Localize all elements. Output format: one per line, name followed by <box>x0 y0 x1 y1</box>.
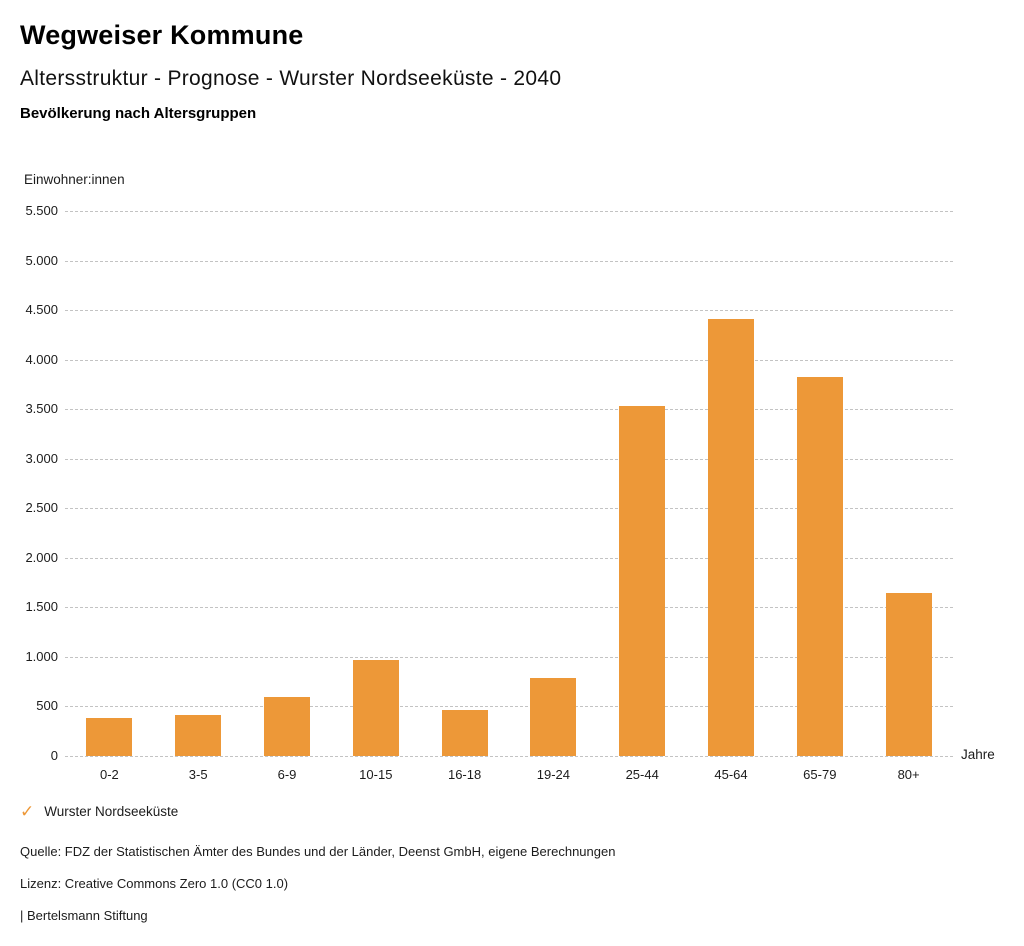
x-tick-label: 10-15 <box>359 767 393 782</box>
bar-19-24[interactable] <box>530 677 577 756</box>
y-tick-label: 3.000 <box>25 450 58 466</box>
gridline <box>65 458 953 460</box>
footer: Quelle: FDZ der Statistischen Ämter des … <box>20 844 1000 940</box>
y-axis-title: Einwohner:innen <box>24 172 125 187</box>
x-axis-title: Jahre <box>961 747 995 762</box>
x-tick-label: 0-2 <box>99 767 119 782</box>
legend-label: Wurster Nordseeküste <box>44 804 179 819</box>
y-tick-label: 500 <box>36 698 58 714</box>
bar-65-79[interactable] <box>796 376 843 756</box>
y-tick-label: 2.000 <box>25 549 58 565</box>
bar-80+[interactable] <box>885 592 932 756</box>
y-tick-label: 0 <box>50 748 58 763</box>
bar-0-2[interactable] <box>86 718 133 756</box>
gridline <box>65 557 953 559</box>
gridline <box>65 359 953 361</box>
x-tick-label: 6-9 <box>277 767 297 782</box>
bar-16-18[interactable] <box>441 709 488 756</box>
x-tick-label: 80+ <box>897 767 920 782</box>
gridline <box>65 756 953 757</box>
source-text: Quelle: FDZ der Statistischen Ämter des … <box>20 844 616 859</box>
gridline <box>65 706 953 708</box>
y-tick-label: 4.000 <box>25 351 58 367</box>
chart-title: Bevölkerung nach Altersgruppen <box>20 105 257 122</box>
chart: Einwohner:innen Jahre 0 500 1.000 1.500 2.00… <box>0 163 1024 803</box>
x-tick-label: 3-5 <box>188 767 208 782</box>
gridline <box>65 409 953 411</box>
x-tick-label: 16-18 <box>447 767 482 782</box>
y-tick-label: 1.000 <box>25 648 58 664</box>
app-title: Wegweiser Kommune <box>20 20 304 50</box>
gridline <box>65 508 953 510</box>
x-tick-label: 65-79 <box>803 767 837 782</box>
y-tick-label: 5.500 <box>25 203 58 218</box>
gridline <box>65 211 953 212</box>
legend-check-icon: ✓ <box>20 802 35 821</box>
bar-10-15[interactable] <box>352 659 399 756</box>
gridline <box>65 260 953 262</box>
bar-3-5[interactable] <box>175 714 222 756</box>
legend-item-wurster-nordseekueste[interactable]: ✓ Wurster Nordseeküste <box>20 803 178 820</box>
bar-25-44[interactable] <box>619 405 666 756</box>
x-tick-label: 25-44 <box>625 767 659 782</box>
x-tick-label: 19-24 <box>536 767 571 782</box>
y-tick-label: 2.500 <box>25 500 58 516</box>
bar-45-64[interactable] <box>708 319 754 756</box>
y-tick-label: 5.000 <box>25 252 58 268</box>
header: Wegweiser Kommune Altersstruktur - Progn… <box>20 20 980 122</box>
y-tick-label: 1.500 <box>25 599 58 615</box>
license-text: Lizenz: Creative Commons Zero 1.0 (CC0 1… <box>20 876 289 891</box>
x-tick-label: 45-64 <box>714 767 748 782</box>
gridline <box>65 310 953 312</box>
gridline <box>65 607 953 609</box>
y-tick-label: 3.500 <box>25 401 58 417</box>
plot-area <box>65 211 953 757</box>
chart-subtitle: Altersstruktur - Prognose - Wurster Nord… <box>20 67 562 90</box>
y-tick-label: 4.500 <box>25 302 58 318</box>
bar-6-9[interactable] <box>264 696 310 756</box>
brand-text: | Bertelsmann Stiftung <box>20 908 148 923</box>
gridline <box>65 656 953 658</box>
